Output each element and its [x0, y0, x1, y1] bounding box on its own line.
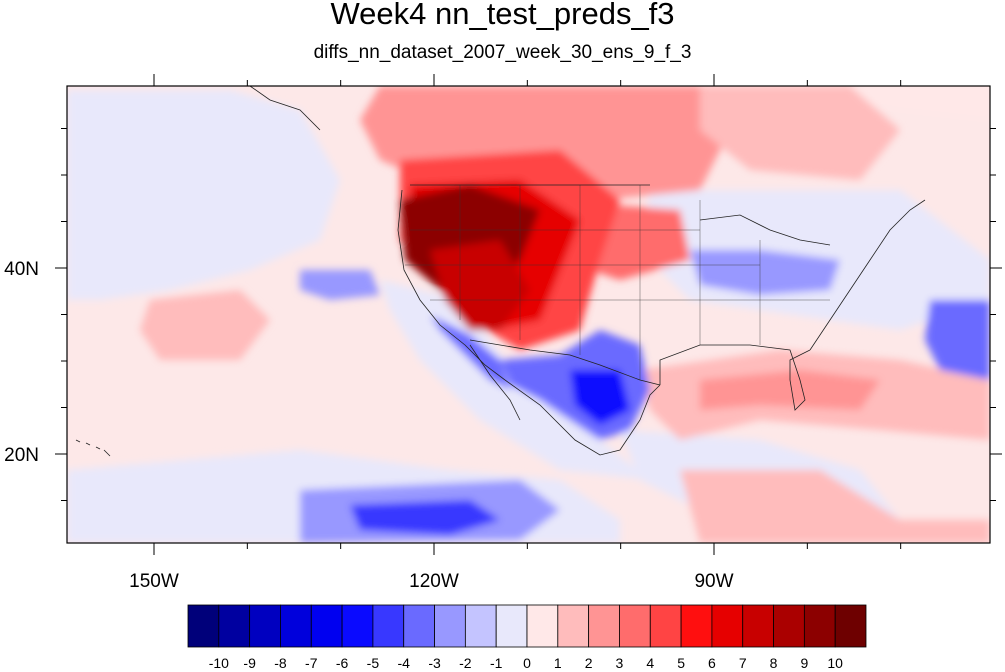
- field-cool-west-pacific: [67, 90, 340, 300]
- colorbar-label: 5: [677, 655, 685, 671]
- colorbar-label: 8: [770, 655, 778, 671]
- colorbar-swatch: [649, 604, 682, 648]
- colorbar-label: -9: [243, 655, 256, 671]
- great-lakes: [699, 214, 831, 246]
- colorbar-label: 2: [585, 655, 593, 671]
- colorbar-swatch: [742, 604, 774, 648]
- colorbar-label: -5: [367, 655, 380, 671]
- us-mexico-border: [469, 339, 661, 386]
- colorbar-swatch: [464, 604, 497, 648]
- east-coast-outline: [809, 199, 926, 351]
- map-subtitle: diffs_nn_dataset_2007_week_30_ens_9_f_3: [313, 42, 692, 63]
- gulf-coast-outline: [659, 344, 811, 411]
- field-cold-south-pacific-core: [350, 500, 500, 535]
- west-coast-outline: [397, 189, 506, 381]
- x-tick-label: 90W: [694, 571, 733, 592]
- field-cool-ocean-north: [830, 86, 990, 120]
- y-tick-label: 20N: [4, 445, 39, 466]
- colorbar-swatch: [310, 604, 343, 648]
- colorbar-label: 7: [739, 655, 747, 671]
- coastlines: [249, 86, 926, 456]
- x-tick-label: 120W: [409, 571, 459, 592]
- colorbar-label: -10: [209, 655, 229, 671]
- map-plot-area: [67, 86, 990, 543]
- field-warm-tropics-south: [680, 470, 990, 543]
- colorbar-label: -2: [459, 655, 472, 671]
- colorbar-swatch: [526, 604, 559, 648]
- colorbar-label: 1: [554, 655, 562, 671]
- colorbar-swatch: [372, 604, 405, 648]
- colorbar-swatch: [588, 604, 620, 648]
- axis-ticks: 150W 120W 90W 40N 20N: [4, 74, 1002, 592]
- colorbar: -10 -9 -8 -7 -6 -5 -4 -3 -2 -1 0 1 2 3 4 5 6 7 8 9 10: [187, 604, 867, 671]
- colorbar-swatch: [773, 604, 805, 648]
- state-borders: [405, 185, 830, 380]
- colorbar-swatch: [557, 604, 590, 648]
- colorbar-label: 0: [523, 655, 531, 671]
- colorbar-swatch: [249, 604, 281, 648]
- hawaii-islands: [75, 439, 111, 457]
- field-warm-pacific: [140, 290, 270, 360]
- y-tick-label: 40N: [4, 259, 39, 280]
- field-cold-northwest-pacific: [300, 270, 380, 300]
- colorbar-swatch: [495, 604, 528, 648]
- field-cold-mexico-core: [570, 370, 630, 425]
- colorbar-swatch: [711, 604, 744, 648]
- colorbar-swatch: [218, 604, 251, 648]
- colorbar-swatch: [434, 604, 466, 648]
- colorbar-label: 10: [827, 655, 843, 671]
- map-title: Week4 nn_test_preds_f3: [330, 0, 675, 31]
- colorbar-swatch: [187, 604, 220, 648]
- colorbar-label: -1: [490, 655, 503, 671]
- colorbar-label: -6: [336, 655, 349, 671]
- colorbar-label: -3: [428, 655, 441, 671]
- colorbar-swatch: [403, 604, 435, 648]
- field-cold-appalachia: [690, 250, 840, 295]
- colorbar-label: 9: [800, 655, 808, 671]
- colorbar-swatch: [680, 604, 713, 648]
- colorbar-swatch: [803, 604, 836, 648]
- colorbar-label: 3: [616, 655, 624, 671]
- colorbar-label: 4: [646, 655, 654, 671]
- colorbar-swatch: [619, 604, 651, 648]
- mexico-outline: [504, 379, 661, 456]
- colorbar-label: -7: [305, 655, 318, 671]
- field-cold-southwest-coast: [430, 315, 510, 390]
- field-cold-atlantic: [925, 300, 990, 380]
- colorbar-swatch: [280, 604, 312, 648]
- alaska-coast: [249, 86, 321, 131]
- field-warm-northeast: [700, 86, 900, 180]
- baja-outline: [469, 344, 521, 421]
- x-tick-label: 150W: [129, 571, 179, 592]
- colorbar-label: 6: [708, 655, 716, 671]
- field-warm-west-core2: [430, 240, 530, 330]
- colorbar-swatch: [341, 604, 374, 648]
- colorbar-label: -4: [398, 655, 411, 671]
- colorbar-swatch: [834, 604, 867, 648]
- field-warm-gulf-core: [700, 370, 880, 410]
- colorbar-label: -8: [274, 655, 287, 671]
